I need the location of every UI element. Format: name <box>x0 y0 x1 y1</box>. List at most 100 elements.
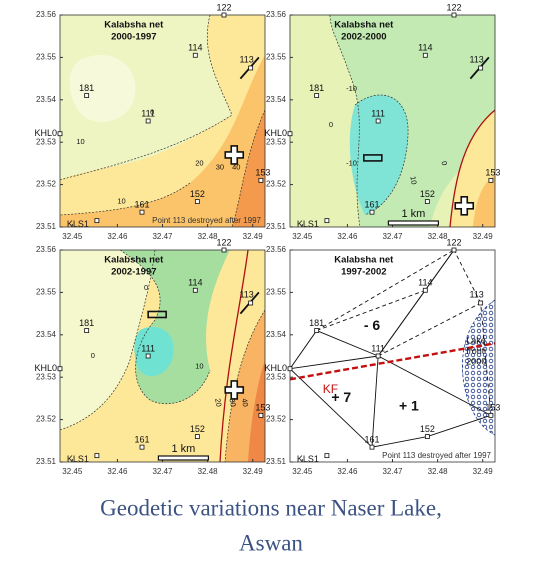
station-marker <box>194 434 200 439</box>
station-marker <box>139 444 145 450</box>
network-link <box>371 355 379 448</box>
station-label: 153 <box>485 403 500 413</box>
station-marker <box>194 199 200 204</box>
scale-bar <box>387 220 440 226</box>
station-marker <box>94 453 100 459</box>
contour-line <box>119 250 211 404</box>
station-label: 113 <box>469 289 483 299</box>
network-link <box>377 250 455 357</box>
station-label: 152 <box>190 189 205 199</box>
x-tick-label: 32.48 <box>198 232 219 241</box>
station-label: 114 <box>188 43 202 53</box>
contour-label: 20 <box>195 158 203 167</box>
y-tick-label: 23.55 <box>36 288 57 297</box>
contour-label: -10 <box>346 158 357 167</box>
station-label: 111 <box>141 108 155 118</box>
scale-bar <box>157 455 210 461</box>
station-marker <box>57 131 63 137</box>
y-tick-label: 23.55 <box>36 53 57 62</box>
map-area <box>290 250 495 462</box>
station-marker <box>324 453 330 459</box>
station-label: KLS1 <box>297 219 319 229</box>
y-tick-label: 23.52 <box>266 180 287 189</box>
contour-zone <box>248 360 265 462</box>
station-marker <box>314 93 320 98</box>
contour-label: 0 <box>91 351 95 360</box>
x-tick-label: 32.49 <box>243 467 264 476</box>
station-marker <box>324 218 330 224</box>
lake-label: 2000 <box>466 357 486 367</box>
contour-line <box>329 15 361 227</box>
x-tick-label: 32.48 <box>428 232 449 241</box>
network-link <box>427 414 492 437</box>
y-tick-label: 23.51 <box>36 457 57 466</box>
contour-line <box>354 94 409 216</box>
station-label: 111 <box>371 343 385 353</box>
contour-label: 0 <box>150 108 154 117</box>
contour-label: 30 <box>216 163 224 172</box>
station-label: 161 <box>364 435 379 445</box>
y-tick-label: 23.56 <box>266 10 287 19</box>
y-tick-label: 23.54 <box>266 330 287 339</box>
y-tick-label: 23.51 <box>36 222 57 231</box>
contour-line <box>231 109 265 227</box>
y-tick-label: 23.53 <box>266 372 287 381</box>
y-tick-label: 23.53 <box>36 137 57 146</box>
x-tick-label: 32.45 <box>292 232 313 241</box>
station-label: 113 <box>239 54 253 64</box>
station-label: KHL0 <box>264 363 287 373</box>
contour-line <box>224 309 265 462</box>
station-label: 161 <box>134 200 149 210</box>
contour-zone <box>134 326 174 377</box>
zone-label: + 1 <box>399 398 419 414</box>
fault-label: KF <box>323 382 338 396</box>
panel-title: Kalabsha net <box>104 255 164 266</box>
station-label: 122 <box>216 237 231 247</box>
fault-line <box>290 342 495 381</box>
y-tick-label: 23.52 <box>36 180 57 189</box>
station-label: 114 <box>188 278 202 288</box>
station-marker <box>369 444 375 450</box>
station-label: 181 <box>79 318 94 328</box>
station-marker <box>248 65 254 71</box>
station-label: KLS1 <box>67 454 89 464</box>
network-link <box>290 368 373 448</box>
station-marker <box>424 434 430 439</box>
station-label: KHL0 <box>34 128 57 138</box>
station-marker <box>192 287 198 293</box>
station-marker <box>221 247 227 253</box>
x-tick-label: 32.49 <box>243 232 264 241</box>
y-tick-label: 23.51 <box>266 222 287 231</box>
station-marker <box>422 52 428 58</box>
contour-label: 10 <box>76 137 84 146</box>
x-tick-label: 32.47 <box>152 467 173 476</box>
contour-line <box>60 114 233 181</box>
contour-label: 0 <box>329 120 333 129</box>
station-marker <box>369 209 375 215</box>
panel-title: Kalabsha net <box>334 255 394 266</box>
map-area <box>60 15 265 227</box>
station-marker <box>314 328 320 333</box>
station-marker <box>287 131 293 137</box>
cross-marker <box>224 380 245 400</box>
station-marker <box>258 412 264 418</box>
station-marker <box>478 300 484 306</box>
y-tick-label: 23.56 <box>266 245 287 254</box>
station-marker <box>139 209 145 215</box>
x-tick-label: 32.46 <box>337 232 358 241</box>
contour-label: -10 <box>346 84 357 93</box>
panel-title: 1997-2002 <box>341 267 386 278</box>
zone-label: - 6 <box>364 317 381 333</box>
panel-title: 2000-1997 <box>111 32 156 43</box>
station-label: 181 <box>79 83 94 93</box>
x-tick-label: 32.45 <box>62 232 83 241</box>
contour-label: 40 <box>240 398 250 408</box>
map-area <box>60 250 265 462</box>
zero-contour <box>219 250 249 462</box>
y-tick-label: 23.53 <box>266 137 287 146</box>
map-area <box>290 15 495 227</box>
y-tick-label: 23.55 <box>266 53 287 62</box>
